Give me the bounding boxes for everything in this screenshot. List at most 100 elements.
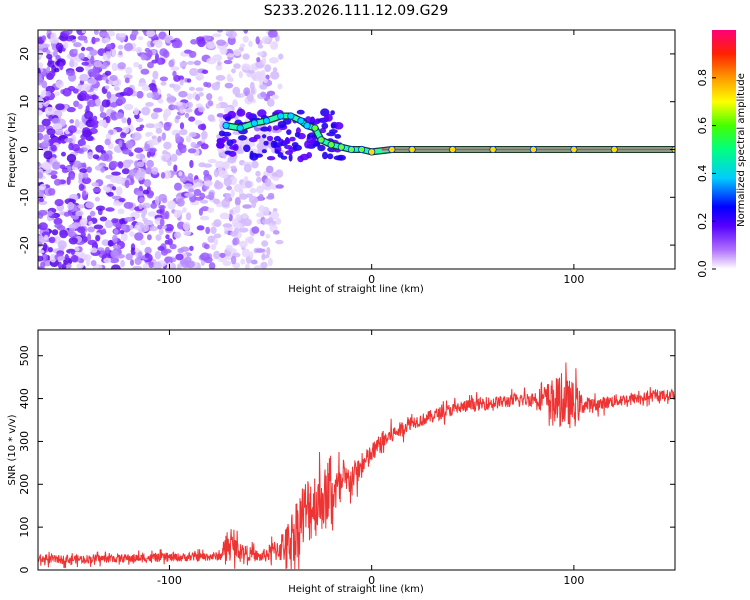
spectrogram-noise-blob [138,197,145,203]
spectrogram-noise-blob [145,102,154,107]
spectrogram-cluster-blob [248,137,258,143]
spectrogram-noise-blob [265,234,271,239]
spectrogram-noise-blob [129,231,135,237]
spectrogram-noise-blob [55,80,64,89]
spectrogram-noise-blob [68,237,78,245]
spectrogram-noise-blob [223,59,233,65]
spectrogram-noise-blob [272,67,278,72]
spectrogram-noise-blob [189,50,197,58]
spectrogram-noise-blob [78,183,85,191]
spectral-peak-point [327,141,335,149]
spectrogram-noise-blob [272,176,280,181]
spectrogram-noise-blob [159,218,165,227]
x-tick-label: 100 [563,273,584,286]
y-tick-label: 500 [18,345,31,366]
spectrogram-noise-blob [200,199,209,204]
spectrogram-x-axis: -100 0 100 [157,30,584,286]
spectrogram-noise-blob [123,103,134,111]
spectrogram-noise-blob [79,168,88,174]
spectrogram-noise-blob [74,246,80,252]
spectrogram-noise-blob [149,147,157,153]
spectrogram-noise-blob [194,196,204,201]
spectrogram-noise-blob [102,52,107,61]
y-tick-label: -10 [18,188,31,206]
spectrogram-noise-blob [41,35,47,41]
spectrogram-noise-blob [44,106,55,116]
spectrogram-cluster-blob [325,113,333,122]
spectrogram-noise-blob [81,177,92,185]
spectrogram-cluster-blob [289,136,296,142]
snr-y-axis: 0 100 200 300 400 500 [18,345,675,574]
spectrogram-noise-blob [123,43,134,52]
spectrogram-noise-blob [143,224,150,232]
spectrogram-noise-blob [258,137,265,144]
spectrogram-noise-blob [227,53,234,58]
spectrogram-noise-blob [88,220,93,226]
spectrogram-noise-blob [67,201,75,211]
chart-title: S233.2026.111.12.09.G29 [264,3,449,19]
spectrogram-noise-blob [67,30,73,35]
spectrogram-noise-blob [118,197,126,203]
spectral-peak-point [347,145,355,154]
spectrogram-noise-blob [121,117,127,124]
spectrogram-noise-blob [101,37,110,44]
snr-panel: -100 0 100 0 100 200 300 400 500 Height of stra… [7,329,676,595]
y-tick-label: 0 [18,146,31,153]
spectrogram-noise-blob [107,191,114,197]
spectrogram-noise-blob [145,123,156,129]
spectrogram-noise-blob [175,115,181,120]
spectrogram-noise-blob [216,113,224,118]
spectrogram-noise-blob [210,244,217,251]
spectrogram-cluster-blob [274,149,280,154]
spectrogram-noise-blob [41,118,51,127]
spectrogram-noise-blob [230,230,238,237]
spectrogram-noise-blob [187,60,195,65]
spectrogram-noise-blob [251,160,259,169]
spectrogram-noise-blob [185,102,192,108]
spectrogram-noise-blob [239,193,248,200]
spectrogram-noise-blob [187,173,194,179]
spectral-peak-point [277,112,285,120]
spectrogram-noise-blob [168,59,174,68]
spectrogram-noise-blob [57,240,67,250]
spectrogram-noise-blob [38,104,43,109]
spectrogram-noise-blob [125,253,133,261]
spectrogram-noise-blob [130,259,134,266]
spectrogram-noise-blob [227,30,237,39]
spectrogram-noise-blob [179,79,184,86]
spectrogram-noise-blob [140,54,147,61]
spectrogram-cluster-blob [327,153,334,160]
spectrogram-noise-blob [67,165,72,172]
spectrogram-noise-blob [98,119,109,127]
spectrogram-noise-blob [150,202,157,209]
spectrogram-noise-blob [154,250,161,260]
spectrogram-noise-blob [248,40,253,48]
spectrogram-noise-blob [182,207,187,213]
spectrogram-noise-blob [118,50,123,56]
spectrogram-noise-blob [217,61,222,66]
spectrogram-noise-blob [222,260,232,266]
spectral-peak-point [529,145,538,154]
spectrogram-noise-blob [130,247,136,256]
spectrogram-noise-blob [158,193,167,202]
spectrogram-noise-blob [156,209,163,214]
spectrogram-noise-blob [48,247,53,253]
spectrogram-noise-blob [50,144,57,152]
spectrogram-noise-blob [38,190,44,197]
spectral-peak-point [222,122,230,130]
spectrogram-noise-blob [188,132,197,138]
spectrogram-noise-blob [91,36,96,45]
spectrogram-noise-blob [112,244,121,250]
spectrogram-noise-blob [99,216,108,222]
spectrogram-noise-blob [111,171,121,176]
spectral-peak-point [236,124,244,132]
spectrogram-noise-blob [175,253,184,261]
spectrogram-noise-blob [88,94,99,100]
spectrogram-cluster-blob [224,116,231,122]
spectrogram-noise-blob [203,163,213,168]
spectrogram-noise-blob [196,225,205,231]
spectrogram-noise-blob [73,48,78,54]
spectrogram-noise-blob [135,190,145,197]
spectrogram-noise-blob [149,226,158,232]
